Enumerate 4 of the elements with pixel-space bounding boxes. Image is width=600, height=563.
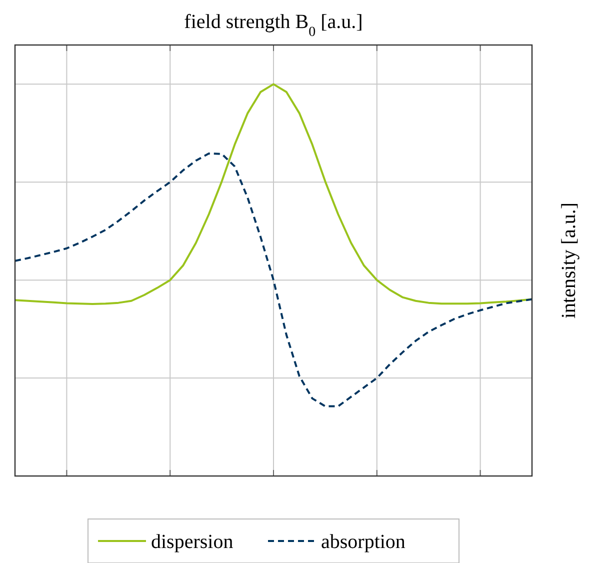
y-axis-title: intensity [a.u.] — [558, 202, 580, 319]
chart-title: field strength B$_{0}$ [a.u.] — [184, 11, 363, 40]
legend-label: dispersion — [151, 531, 234, 553]
legend-label: absorption — [321, 531, 406, 553]
